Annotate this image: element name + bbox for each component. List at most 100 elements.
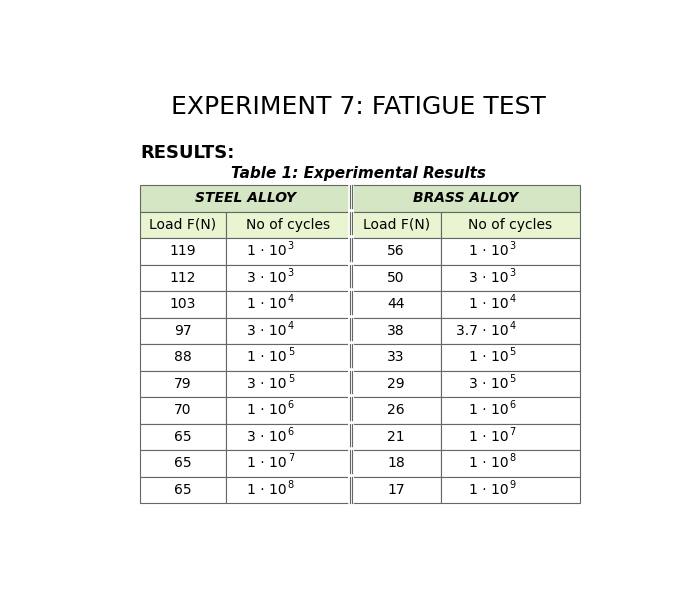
Text: 3 · 10: 3 · 10 <box>248 430 287 444</box>
Text: 1 · 10: 1 · 10 <box>247 403 287 417</box>
Text: BRASS ALLOY: BRASS ALLOY <box>413 191 518 205</box>
Bar <box>140 345 226 371</box>
Bar <box>351 477 441 503</box>
Text: 1 · 10: 1 · 10 <box>469 483 509 497</box>
Bar <box>441 345 580 371</box>
Bar <box>351 238 441 265</box>
Text: 3.7 · 10: 3.7 · 10 <box>456 324 509 338</box>
Bar <box>351 211 441 238</box>
Text: 1 · 10: 1 · 10 <box>469 403 509 417</box>
Text: 3 · 10: 3 · 10 <box>470 271 509 285</box>
Text: 4: 4 <box>510 321 516 330</box>
Bar <box>351 397 441 424</box>
Bar <box>351 371 441 397</box>
Text: 5: 5 <box>288 374 294 384</box>
Bar <box>226 450 351 477</box>
Text: 97: 97 <box>174 324 192 338</box>
Bar <box>441 238 580 265</box>
Bar <box>441 371 580 397</box>
Text: 119: 119 <box>169 245 197 259</box>
Bar <box>140 397 226 424</box>
Text: 4: 4 <box>288 294 294 304</box>
Text: 1 · 10: 1 · 10 <box>469 430 509 444</box>
Text: 70: 70 <box>174 403 192 417</box>
Text: 7: 7 <box>510 427 516 436</box>
Text: 1 · 10: 1 · 10 <box>469 297 509 311</box>
Text: 56: 56 <box>387 245 405 259</box>
Text: 112: 112 <box>170 271 196 285</box>
Text: 7: 7 <box>288 453 294 463</box>
Text: 1 · 10: 1 · 10 <box>247 457 287 470</box>
Bar <box>226 238 351 265</box>
Bar <box>140 424 226 450</box>
Text: No of cycles: No of cycles <box>246 218 330 232</box>
Text: 3 · 10: 3 · 10 <box>470 377 509 391</box>
Text: 29: 29 <box>387 377 405 391</box>
Text: 5: 5 <box>510 374 516 384</box>
Text: 103: 103 <box>170 297 196 311</box>
Bar <box>140 450 226 477</box>
Text: 38: 38 <box>387 324 405 338</box>
Text: RESULTS:: RESULTS: <box>140 144 234 162</box>
Text: 3: 3 <box>510 241 516 251</box>
Text: 4: 4 <box>510 294 516 304</box>
Bar <box>140 185 351 211</box>
Text: 3: 3 <box>510 268 516 278</box>
Bar <box>140 318 226 345</box>
Text: 50: 50 <box>387 271 405 285</box>
Text: 3: 3 <box>288 268 294 278</box>
Text: 33: 33 <box>387 351 405 365</box>
Bar <box>226 477 351 503</box>
Text: 8: 8 <box>510 453 516 463</box>
Bar <box>226 211 351 238</box>
Bar <box>140 477 226 503</box>
Bar <box>441 211 580 238</box>
Bar <box>351 318 441 345</box>
Text: 79: 79 <box>174 377 192 391</box>
Bar <box>441 291 580 318</box>
Bar <box>441 477 580 503</box>
Text: 6: 6 <box>288 400 294 410</box>
Bar <box>351 291 441 318</box>
Bar <box>226 318 351 345</box>
Text: 21: 21 <box>387 430 405 444</box>
Text: Load F(N): Load F(N) <box>363 218 430 232</box>
Text: Table 1: Experimental Results: Table 1: Experimental Results <box>231 166 486 181</box>
Bar <box>140 371 226 397</box>
Text: 44: 44 <box>387 297 405 311</box>
Bar <box>441 318 580 345</box>
Bar <box>226 345 351 371</box>
Text: 88: 88 <box>174 351 192 365</box>
Bar <box>226 291 351 318</box>
Text: 1 · 10: 1 · 10 <box>247 245 287 259</box>
Text: 65: 65 <box>174 483 192 497</box>
Bar <box>351 424 441 450</box>
Bar <box>226 265 351 291</box>
Text: 9: 9 <box>510 479 516 490</box>
Bar <box>441 397 580 424</box>
Text: 17: 17 <box>387 483 405 497</box>
Text: 65: 65 <box>174 457 192 470</box>
Text: 1 · 10: 1 · 10 <box>469 351 509 365</box>
Text: 18: 18 <box>387 457 405 470</box>
Text: 1 · 10: 1 · 10 <box>247 297 287 311</box>
Text: 3 · 10: 3 · 10 <box>248 271 287 285</box>
Bar <box>226 371 351 397</box>
Text: Load F(N): Load F(N) <box>150 218 216 232</box>
Text: 3: 3 <box>288 241 294 251</box>
Bar <box>140 238 226 265</box>
Text: 1 · 10: 1 · 10 <box>247 351 287 365</box>
Text: 1 · 10: 1 · 10 <box>469 457 509 470</box>
Bar <box>140 211 226 238</box>
Text: 3 · 10: 3 · 10 <box>248 324 287 338</box>
Bar <box>351 345 441 371</box>
Text: 6: 6 <box>510 400 516 410</box>
Bar <box>226 397 351 424</box>
Text: STEEL ALLOY: STEEL ALLOY <box>195 191 296 205</box>
Bar <box>441 265 580 291</box>
Text: 65: 65 <box>174 430 192 444</box>
Text: 5: 5 <box>510 347 516 357</box>
Text: 8: 8 <box>288 479 294 490</box>
Text: 4: 4 <box>288 321 294 330</box>
Text: 3 · 10: 3 · 10 <box>248 377 287 391</box>
